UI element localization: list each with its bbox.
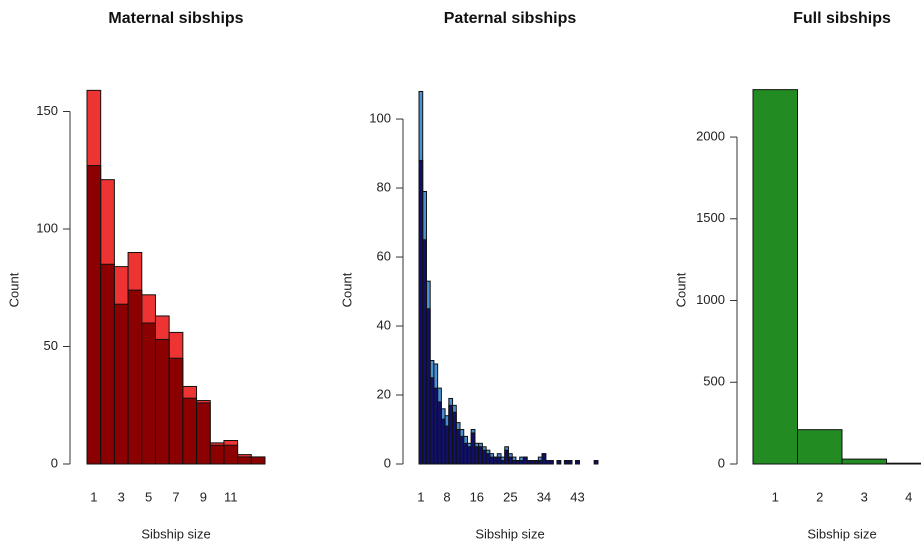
y-tick-label: 150 [36,103,58,118]
x-tick-label: 9 [200,489,207,504]
bar [508,456,513,465]
x-tick-label: 3 [118,489,125,504]
bar [493,456,498,465]
x-tick-label: 1 [417,489,424,504]
bar [113,303,129,465]
x-tick-label: 8 [443,489,450,504]
y-tick-label: 1000 [696,292,725,307]
bar [549,460,554,465]
bar [556,460,562,465]
bar [425,308,431,465]
bar [593,460,599,465]
y-tick-label: 50 [44,338,58,353]
chart-title: Maternal sibships [108,10,243,27]
bar [841,458,887,465]
bar [100,263,115,465]
y-axis-label: Count [673,272,688,307]
bar [182,397,198,465]
y-tick-label: 80 [377,179,391,194]
bar [530,460,536,465]
chart-title: Full sibships [793,10,891,27]
x-tick-label: 16 [470,489,484,504]
bar [534,460,539,465]
bar [504,449,510,465]
y-axis-label: Count [6,272,21,307]
bar [519,460,524,465]
bar [250,456,266,465]
bar [455,429,461,465]
x-axis-label: Sibship size [475,526,544,541]
y-tick-label: 0 [718,455,725,470]
bar [448,404,454,465]
bar [886,462,921,465]
x-tick-label: 2 [816,489,823,504]
bar [500,460,506,465]
bar [541,453,547,465]
y-tick-label: 1500 [696,210,725,225]
bar [575,460,580,465]
bar [437,401,442,465]
y-tick-label: 500 [703,374,725,389]
y-axis-label: Count [339,272,354,307]
x-axis-label: Sibship size [141,526,210,541]
bar [496,456,502,465]
chart-title: Paternal sibships [444,10,577,27]
bar [154,338,170,465]
x-tick-label: 1 [772,489,779,504]
bar [440,418,446,465]
bar [797,429,843,465]
bar [485,453,491,465]
bar [470,432,476,465]
y-tick-label: 60 [377,248,391,263]
y-tick-label: 2000 [696,128,725,143]
bar [209,444,225,465]
bar [127,289,143,465]
bar [545,460,551,465]
x-tick-label: 43 [570,489,584,504]
bar [418,159,424,465]
bar [515,460,521,465]
bar [489,456,495,465]
y-tick-label: 0 [384,455,391,470]
bar [237,456,252,465]
bar [526,460,532,465]
bar [444,425,450,465]
bar [463,442,468,465]
bar [752,89,798,465]
x-tick-label: 25 [503,489,517,504]
bar [522,456,528,465]
x-tick-label: 1 [90,489,97,504]
x-tick-label: 5 [145,489,152,504]
bar [422,239,427,465]
bar [466,446,472,465]
y-tick-label: 40 [377,317,391,332]
x-tick-label: 3 [861,489,868,504]
bar [86,165,102,465]
bar [452,411,457,465]
bar [141,322,156,465]
bar [459,435,465,465]
y-tick-label: 100 [369,110,391,125]
bar [429,377,435,465]
bar [567,460,573,465]
y-tick-label: 0 [51,455,58,470]
bar [474,446,480,465]
bar [537,460,543,465]
x-tick-label: 11 [224,489,238,504]
bar [481,449,487,465]
x-axis-label: Sibship size [807,526,876,541]
bar [478,446,483,465]
y-tick-label: 20 [377,386,391,401]
bar [196,402,211,465]
x-tick-label: 7 [172,489,179,504]
x-tick-label: 34 [537,489,551,504]
bar [223,444,239,465]
bar [563,460,569,465]
x-tick-label: 4 [905,489,912,504]
bar [511,460,517,465]
bar [433,387,439,465]
y-tick-label: 100 [36,220,58,235]
bar [168,357,184,465]
